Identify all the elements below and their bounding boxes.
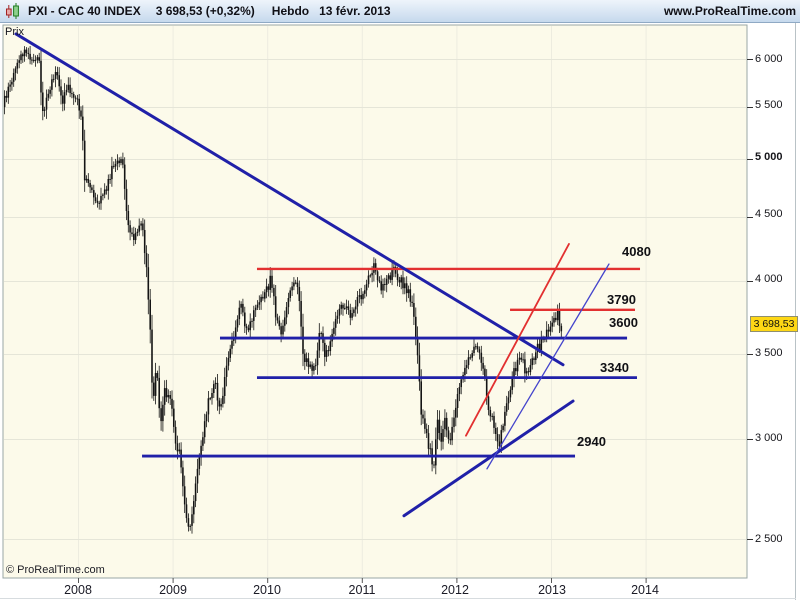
x-tick-2013: 2013 xyxy=(538,583,566,597)
x-tick-2009: 2009 xyxy=(159,583,187,597)
y-tick-4500: 4 500 xyxy=(755,208,783,220)
timeframe-label: Hebdo xyxy=(271,4,310,18)
x-tick-2008: 2008 xyxy=(64,583,92,597)
y-tick-4000: 4 000 xyxy=(755,273,783,285)
title-bar: PXI - CAC 40 INDEX 3 698,53 (+0,32%) Heb… xyxy=(0,0,800,23)
x-tick-2011: 2011 xyxy=(348,583,376,597)
y-tick-3500: 3 500 xyxy=(755,347,783,359)
x-tick-2010: 2010 xyxy=(253,583,281,597)
x-tick-2014: 2014 xyxy=(631,583,659,597)
x-tick-2012: 2012 xyxy=(441,583,469,597)
copyright-watermark: © ProRealTime.com xyxy=(6,564,105,576)
prorealtime-url: www.ProRealTime.com xyxy=(663,4,796,18)
instrument-name: PXI - CAC 40 INDEX xyxy=(28,4,141,18)
quote-date: 13 févr. 2013 xyxy=(319,4,391,18)
y-tick-5500: 5 500 xyxy=(755,99,783,111)
level-label-4080: 4080 xyxy=(622,244,651,259)
y-tick-6000: 6 000 xyxy=(755,53,783,65)
y-tick-5000: 5 000 xyxy=(755,151,783,163)
price-axis-title: Prix xyxy=(5,26,24,38)
level-label-3790: 3790 xyxy=(607,292,636,307)
last-price-badge: 3 698,53 xyxy=(750,316,798,332)
level-label-3600: 3600 xyxy=(609,315,638,330)
candlestick-icon xyxy=(5,2,21,20)
level-label-3340: 3340 xyxy=(600,360,629,375)
last-quote: 3 698,53 (+0,32%) xyxy=(155,4,255,18)
y-tick-3000: 3 000 xyxy=(755,432,783,444)
y-tick-2500: 2 500 xyxy=(755,533,783,545)
level-label-2940: 2940 xyxy=(577,434,606,449)
